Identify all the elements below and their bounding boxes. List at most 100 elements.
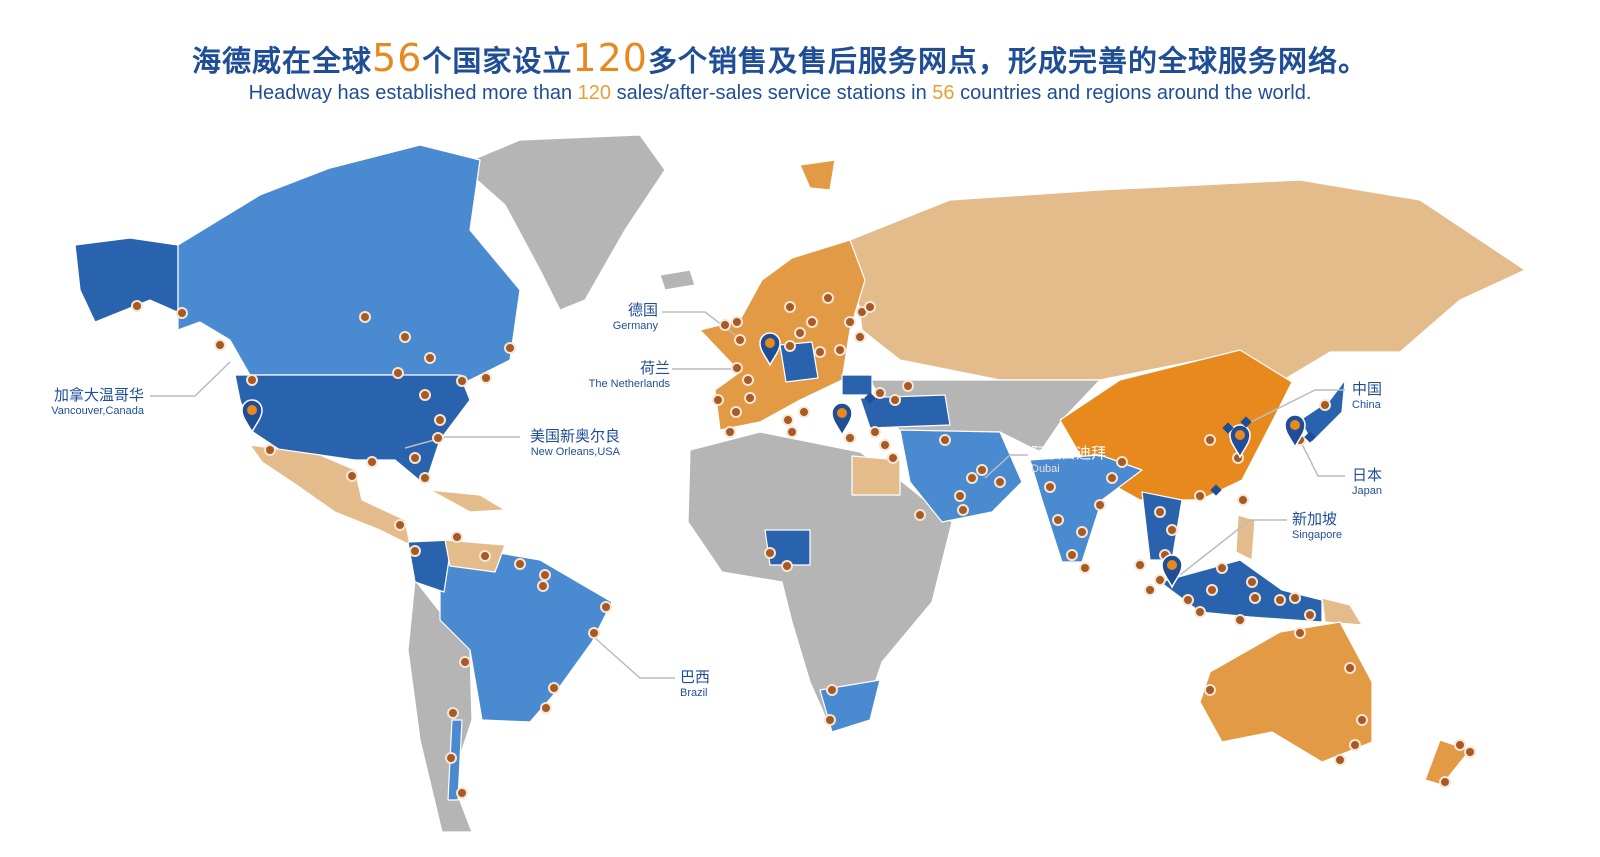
station-dot-icon	[781, 560, 793, 572]
station-dot-icon	[514, 558, 526, 570]
station-dot-icon	[1304, 609, 1316, 621]
station-dot-icon	[954, 490, 966, 502]
region-venezuela	[444, 539, 506, 573]
station-dot-icon	[432, 432, 444, 444]
station-dot-icon	[869, 426, 881, 438]
station-dot-icon	[764, 547, 776, 559]
station-dot-icon	[939, 434, 951, 446]
region-iceland	[659, 269, 696, 291]
region-greenland	[459, 134, 666, 311]
station-dot-icon	[744, 392, 756, 404]
station-dot-icon	[1106, 472, 1118, 484]
page-title: 海德威在全球56个国家设立120多个销售及售后服务网点，形成完善的全球服务网络。	[192, 36, 1368, 80]
station-dot-icon	[246, 374, 258, 386]
station-dot-icon	[447, 707, 459, 719]
station-dot-icon	[1334, 754, 1346, 766]
station-dot-icon	[1116, 456, 1128, 468]
map-pin-icon	[1161, 554, 1183, 589]
station-dot-icon	[409, 545, 421, 557]
station-dot-icon	[1464, 746, 1476, 758]
diamond-icon	[1304, 431, 1316, 443]
station-dot-icon	[826, 684, 838, 696]
station-dot-icon	[814, 346, 826, 358]
label-china: 中国 China	[1352, 380, 1383, 411]
station-dot-icon	[782, 414, 794, 426]
station-dot-icon	[834, 344, 846, 356]
map-pin-icon	[1284, 414, 1306, 449]
region-philippines	[1235, 514, 1256, 561]
station-dot-icon	[798, 406, 810, 418]
station-dot-icon	[600, 601, 612, 613]
diamond-icon	[1210, 484, 1222, 496]
station-dot-icon	[1204, 684, 1216, 696]
station-dot-icon	[1094, 499, 1106, 511]
station-dot-icon	[1344, 662, 1356, 674]
station-dot-icon	[539, 569, 551, 581]
region-caribbean	[429, 489, 506, 513]
station-dot-icon	[1154, 506, 1166, 518]
station-dot-icon	[1206, 584, 1218, 596]
station-dot-icon	[784, 340, 796, 352]
station-dot-icon	[480, 372, 492, 384]
station-dot-icon	[874, 387, 886, 399]
region-south-america-grey	[407, 579, 473, 833]
station-dot-icon	[1144, 584, 1156, 596]
station-dot-icon	[451, 531, 463, 543]
station-dot-icon	[1237, 494, 1249, 506]
station-dot-icon	[409, 452, 421, 464]
region-canada	[177, 144, 521, 386]
region-svalbard	[799, 159, 836, 191]
station-dot-icon	[1294, 627, 1306, 639]
region-turkey	[859, 394, 951, 429]
station-dot-icon	[1134, 559, 1146, 571]
region-middle-east	[899, 429, 1023, 523]
label-vancouver: 加拿大温哥华 Vancouver,Canada	[51, 386, 144, 417]
station-dot-icon	[887, 452, 899, 464]
region-europe	[699, 239, 866, 431]
station-dot-icon	[844, 316, 856, 328]
station-dot-icon	[914, 509, 926, 521]
station-dot-icon	[419, 389, 431, 401]
station-dot-icon	[864, 301, 876, 313]
station-dot-icon	[724, 426, 736, 438]
station-dot-icon	[1182, 594, 1194, 606]
station-dot-icon	[1052, 514, 1064, 526]
station-dot-icon	[1234, 614, 1246, 626]
station-dot-icon	[456, 375, 468, 387]
station-dot-icon	[479, 550, 491, 562]
region-egypt	[851, 455, 901, 496]
region-romania	[841, 374, 873, 396]
station-dot-icon	[456, 787, 468, 799]
station-dot-icon	[392, 367, 404, 379]
station-dot-icon	[214, 339, 226, 351]
label-new-orleans: 美国新奥尔良 New Orleans,USA	[529, 427, 620, 458]
label-germany: 德国 Germany	[612, 301, 658, 332]
station-dot-icon	[731, 362, 743, 374]
label-singapore: 新加坡 Singapore	[1292, 510, 1343, 541]
station-dot-icon	[504, 342, 516, 354]
station-dot-icon	[1076, 526, 1088, 538]
region-indonesia	[1159, 559, 1323, 623]
station-dot-icon	[806, 316, 818, 328]
station-dot-icon	[1439, 776, 1451, 788]
station-dot-icon	[1204, 434, 1216, 446]
station-dot-icon	[459, 656, 471, 668]
station-dot-icon	[844, 432, 856, 444]
station-dot-icon	[540, 702, 552, 714]
station-dot-icon	[784, 301, 796, 313]
station-dot-icon	[712, 394, 724, 406]
region-australia	[1199, 621, 1373, 763]
station-dot-icon	[424, 352, 436, 364]
station-dot-icon	[394, 519, 406, 531]
station-dot-icon	[742, 374, 754, 386]
station-dot-icon	[994, 476, 1006, 488]
map-pin-icon	[759, 332, 781, 367]
leader-lines	[150, 311, 1345, 679]
station-dot-icon	[359, 311, 371, 323]
station-dot-icon	[131, 300, 143, 312]
station-dot-icon	[879, 439, 891, 451]
map-pin-icon	[831, 402, 853, 437]
diamond-icon	[1222, 422, 1234, 434]
station-dot-icon	[434, 414, 446, 426]
station-dot-icon	[537, 580, 549, 592]
